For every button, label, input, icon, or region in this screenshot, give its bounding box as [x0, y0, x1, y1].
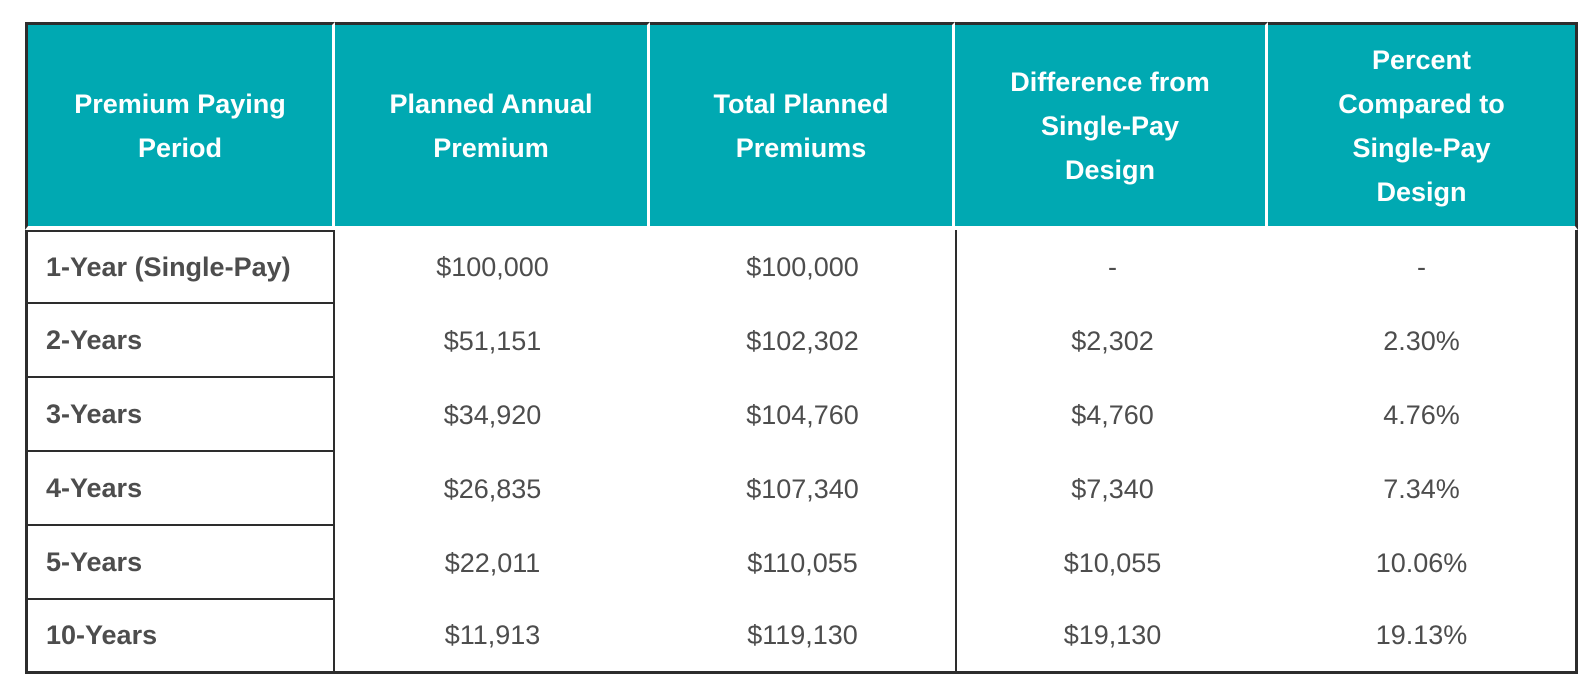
cell-period: 1-Year (Single-Pay) [25, 230, 335, 304]
cell-period: 5-Years [25, 526, 335, 600]
cell-planned-annual-premium: $22,011 [335, 526, 650, 600]
header-row: Premium Paying Period Planned Annual Pre… [25, 22, 1578, 230]
premium-comparison-table: Premium Paying Period Planned Annual Pre… [25, 22, 1578, 674]
cell-percent-compared: 4.76% [1268, 378, 1578, 452]
column-header-total-planned-premiums: Total Planned Premiums [650, 22, 955, 230]
cell-percent-compared: - [1268, 230, 1578, 304]
cell-difference-from-single-pay: $7,340 [955, 452, 1268, 526]
table-body: 1-Year (Single-Pay) $100,000 $100,000 - … [25, 230, 1578, 674]
cell-total-planned-premiums: $110,055 [650, 526, 955, 600]
table-row-10-years: 10-Years $11,913 $119,130 $19,130 19.13% [25, 600, 1578, 674]
table-row-5-years: 5-Years $22,011 $110,055 $10,055 10.06% [25, 526, 1578, 600]
cell-period: 10-Years [25, 600, 335, 674]
cell-total-planned-premiums: $119,130 [650, 600, 955, 674]
cell-percent-compared: 19.13% [1268, 600, 1578, 674]
column-header-planned-annual-premium: Planned Annual Premium [335, 22, 650, 230]
cell-total-planned-premiums: $107,340 [650, 452, 955, 526]
cell-difference-from-single-pay: $10,055 [955, 526, 1268, 600]
cell-period: 3-Years [25, 378, 335, 452]
cell-planned-annual-premium: $26,835 [335, 452, 650, 526]
table-row-4-years: 4-Years $26,835 $107,340 $7,340 7.34% [25, 452, 1578, 526]
cell-difference-from-single-pay: - [955, 230, 1268, 304]
cell-planned-annual-premium: $11,913 [335, 600, 650, 674]
table-row-2-years: 2-Years $51,151 $102,302 $2,302 2.30% [25, 304, 1578, 378]
cell-total-planned-premiums: $102,302 [650, 304, 955, 378]
cell-percent-compared: 2.30% [1268, 304, 1578, 378]
table-row-1-year: 1-Year (Single-Pay) $100,000 $100,000 - … [25, 230, 1578, 304]
cell-period: 2-Years [25, 304, 335, 378]
column-header-difference-from-single-pay: Difference from Single-Pay Design [955, 22, 1268, 230]
cell-planned-annual-premium: $100,000 [335, 230, 650, 304]
cell-total-planned-premiums: $104,760 [650, 378, 955, 452]
cell-planned-annual-premium: $34,920 [335, 378, 650, 452]
cell-difference-from-single-pay: $4,760 [955, 378, 1268, 452]
column-header-percent-compared-single-pay: Percent Compared to Single-Pay Design [1268, 22, 1578, 230]
cell-period: 4-Years [25, 452, 335, 526]
cell-percent-compared: 10.06% [1268, 526, 1578, 600]
column-header-premium-paying-period: Premium Paying Period [25, 22, 335, 230]
cell-difference-from-single-pay: $2,302 [955, 304, 1268, 378]
cell-planned-annual-premium: $51,151 [335, 304, 650, 378]
cell-total-planned-premiums: $100,000 [650, 230, 955, 304]
table-row-3-years: 3-Years $34,920 $104,760 $4,760 4.76% [25, 378, 1578, 452]
cell-percent-compared: 7.34% [1268, 452, 1578, 526]
cell-difference-from-single-pay: $19,130 [955, 600, 1268, 674]
